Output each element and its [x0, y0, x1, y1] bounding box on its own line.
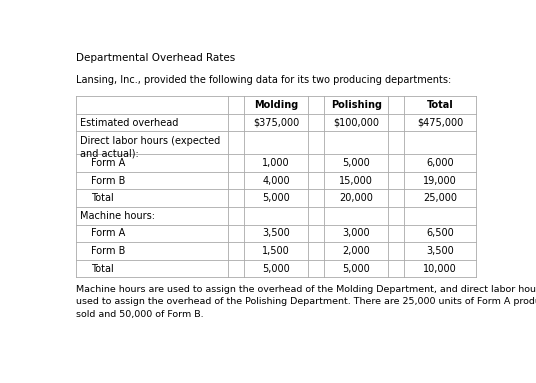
Text: 6,500: 6,500: [426, 228, 454, 239]
Text: Machine hours:: Machine hours:: [80, 211, 155, 221]
Text: Form B: Form B: [91, 246, 125, 256]
Text: 3,500: 3,500: [262, 228, 290, 239]
Text: Machine hours are used to assign the overhead of the Molding Department, and dir: Machine hours are used to assign the ove…: [76, 285, 536, 319]
Text: 25,000: 25,000: [423, 193, 457, 203]
Text: Total: Total: [427, 100, 453, 110]
Text: $100,000: $100,000: [333, 118, 379, 128]
Text: 1,500: 1,500: [262, 246, 290, 256]
Text: 6,000: 6,000: [426, 158, 454, 168]
Text: Departmental Overhead Rates: Departmental Overhead Rates: [76, 53, 235, 63]
Text: Estimated overhead: Estimated overhead: [80, 118, 178, 128]
Text: Total: Total: [91, 264, 114, 274]
Text: 15,000: 15,000: [339, 176, 373, 186]
Text: 10,000: 10,000: [423, 264, 457, 274]
Text: 19,000: 19,000: [423, 176, 457, 186]
Text: 20,000: 20,000: [339, 193, 373, 203]
Text: 2,000: 2,000: [343, 246, 370, 256]
Text: Polishing: Polishing: [331, 100, 382, 110]
Text: 4,000: 4,000: [262, 176, 290, 186]
Text: $475,000: $475,000: [417, 118, 463, 128]
Text: Molding: Molding: [254, 100, 298, 110]
Text: 5,000: 5,000: [343, 264, 370, 274]
Text: Form A: Form A: [91, 158, 125, 168]
Text: 3,000: 3,000: [343, 228, 370, 239]
Text: Total: Total: [91, 193, 114, 203]
Text: 1,000: 1,000: [262, 158, 290, 168]
Text: Direct labor hours (expected
and actual):: Direct labor hours (expected and actual)…: [80, 136, 220, 159]
Text: Form B: Form B: [91, 176, 125, 186]
Text: 5,000: 5,000: [262, 264, 290, 274]
Text: $375,000: $375,000: [253, 118, 299, 128]
Text: 5,000: 5,000: [343, 158, 370, 168]
Text: Form A: Form A: [91, 228, 125, 239]
Text: Lansing, Inc., provided the following data for its two producing departments:: Lansing, Inc., provided the following da…: [76, 75, 451, 85]
Text: 3,500: 3,500: [426, 246, 454, 256]
Text: 5,000: 5,000: [262, 193, 290, 203]
